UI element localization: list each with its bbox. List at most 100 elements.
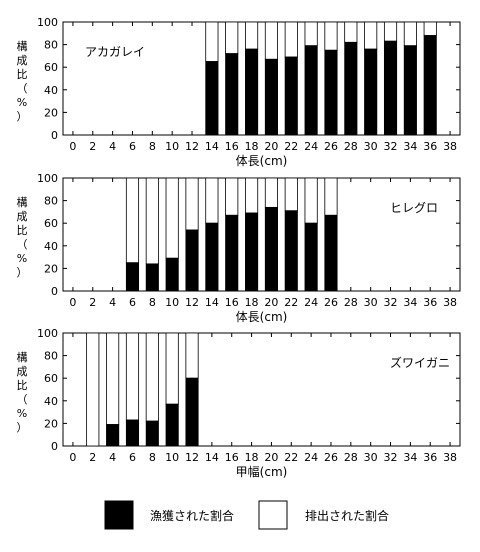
x-tick-label: 32 [384, 140, 398, 153]
y-axis-label-char: 比 [17, 379, 28, 392]
y-tick-label: 0 [51, 440, 58, 453]
bar-discarded [284, 21, 298, 58]
y-axis-label-char: 比 [17, 224, 28, 237]
y-tick-label: 0 [51, 285, 58, 298]
y-tick-label: 80 [44, 195, 58, 208]
x-tick-label: 2 [89, 140, 96, 153]
y-tick-label: 20 [44, 106, 58, 119]
species-label: アカガレイ [85, 45, 145, 59]
x-tick-label: 36 [423, 296, 437, 309]
bar-caught [344, 41, 358, 136]
bar-caught [205, 61, 219, 136]
bar-caught [324, 49, 338, 136]
plot-frame [62, 332, 461, 447]
x-tick-label: 6 [129, 140, 136, 153]
bar-caught [205, 222, 219, 292]
x-tick-label: 8 [149, 296, 156, 309]
bar-caught [185, 229, 199, 292]
x-tick-label: 10 [165, 140, 179, 153]
y-axis-label-char: 比 [17, 68, 28, 81]
y-tick-label: 100 [37, 16, 58, 29]
bar-discarded [264, 21, 278, 60]
x-tick-label: 20 [264, 140, 278, 153]
x-tick-label: 14 [205, 140, 219, 153]
bar-discarded [185, 332, 199, 379]
bar-caught [364, 48, 378, 136]
y-axis-label-char: 成 [17, 54, 28, 67]
bar-caught [304, 45, 318, 136]
x-axis-label: 甲幅(cm) [236, 464, 288, 479]
x-tick-label: 30 [364, 451, 378, 464]
legend-swatch-caught [104, 500, 134, 530]
y-axis-label-char: % [17, 407, 27, 420]
x-tick-label: 24 [304, 296, 318, 309]
legend: 漁獲された割合 排出された割合 [104, 500, 389, 530]
y-axis-label-char: （ [17, 393, 28, 406]
x-tick-label: 18 [245, 140, 259, 153]
x-tick-label: 14 [205, 296, 219, 309]
y-tick-label: 40 [44, 240, 58, 253]
x-tick-label: 34 [403, 296, 417, 309]
bar-caught [245, 212, 259, 292]
bar-discarded [344, 21, 358, 43]
bar-caught [125, 419, 140, 447]
x-tick-label: 10 [165, 451, 179, 464]
y-tick-label: 60 [44, 372, 58, 385]
x-tick-label: 14 [205, 451, 219, 464]
y-axis-label-char: 構 [17, 196, 28, 209]
y-tick-label: 20 [44, 417, 58, 430]
bar-caught [106, 424, 120, 447]
y-tick-label: 60 [44, 61, 58, 74]
x-tick-label: 32 [384, 296, 398, 309]
x-tick-label: 10 [165, 296, 179, 309]
bar-discarded [205, 177, 219, 224]
x-tick-label: 18 [245, 296, 259, 309]
bar-discarded [245, 177, 259, 214]
y-axis-label-char: 構 [17, 351, 28, 364]
bar-caught [383, 40, 398, 136]
bar-discarded [125, 177, 140, 264]
bar-caught [225, 53, 239, 136]
bar-caught [423, 35, 437, 136]
x-tick-label: 26 [324, 451, 338, 464]
bar-discarded [245, 21, 259, 50]
y-tick-label: 40 [44, 84, 58, 97]
legend-swatch-discarded [258, 500, 288, 530]
y-tick-label: 40 [44, 395, 58, 408]
bar-discarded [403, 21, 417, 47]
x-tick-label: 0 [69, 296, 76, 309]
x-tick-label: 12 [185, 451, 199, 464]
x-tick-label: 38 [443, 140, 457, 153]
x-tick-label: 36 [423, 140, 437, 153]
bar-discarded [106, 332, 120, 425]
y-axis-label-char: ） [17, 266, 28, 279]
bar-caught [125, 262, 140, 292]
y-tick-label: 0 [51, 129, 58, 142]
y-axis-label-char: ） [17, 421, 28, 434]
y-tick-label: 20 [44, 262, 58, 275]
y-axis-label-char: % [17, 252, 27, 265]
plot-frame [62, 21, 461, 136]
species-label: ズワイガニ [390, 355, 450, 370]
x-tick-label: 30 [364, 140, 378, 153]
y-axis-label: 構成比（%） [17, 196, 28, 279]
x-tick-label: 22 [284, 451, 298, 464]
bar-caught [225, 214, 239, 292]
x-tick-label: 20 [264, 296, 278, 309]
x-tick-label: 26 [324, 140, 338, 153]
bar-caught [165, 403, 179, 447]
x-tick-label: 38 [443, 296, 457, 309]
x-tick-label: 28 [344, 140, 358, 153]
x-tick-label: 20 [264, 451, 278, 464]
bar-caught [284, 56, 298, 136]
bar-discarded [264, 177, 278, 208]
bar-discarded [225, 177, 239, 216]
x-tick-label: 8 [149, 451, 156, 464]
bar-caught [264, 206, 278, 292]
x-tick-label: 16 [225, 296, 239, 309]
bar-discarded [383, 21, 398, 42]
x-tick-label: 16 [225, 140, 239, 153]
x-tick-label: 6 [129, 296, 136, 309]
